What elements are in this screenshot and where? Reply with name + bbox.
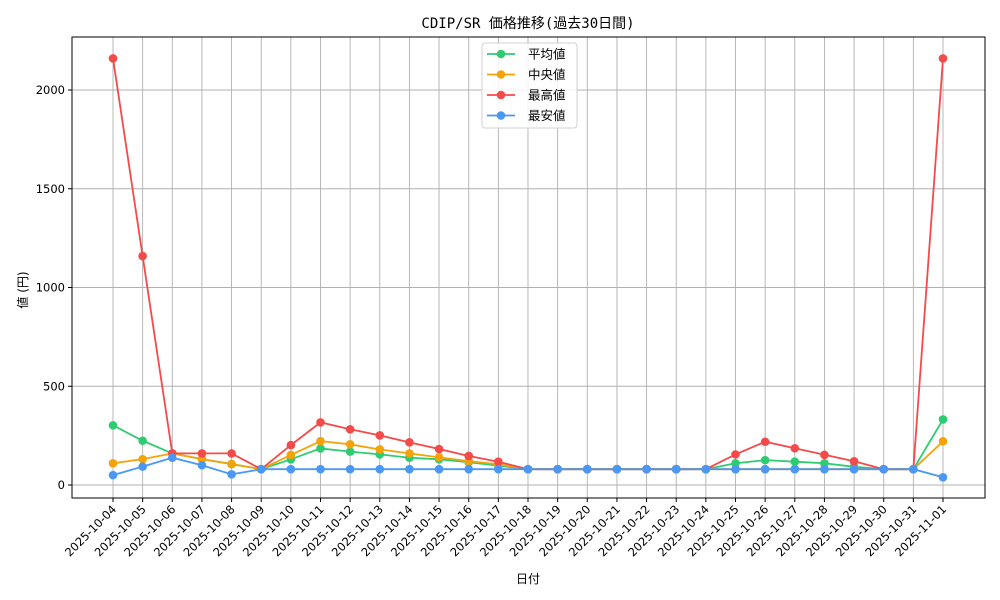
data-point (316, 436, 325, 446)
x-axis-label: 日付 (516, 572, 540, 586)
y-tick-label: 1500 (36, 182, 65, 196)
y-tick-label: 0 (58, 478, 65, 492)
data-point (197, 449, 207, 458)
data-point (671, 464, 681, 474)
data-point (582, 464, 592, 474)
y-tick-label: 500 (43, 379, 65, 393)
legend-label: 最高値 (528, 88, 566, 103)
data-point (849, 464, 859, 474)
legend-box (481, 42, 578, 129)
data-point (612, 464, 622, 474)
x-axis-ticks: 2025-10-042025-10-052025-10-062025-10-07… (62, 498, 949, 559)
y-tick-label: 2000 (36, 83, 65, 97)
data-point (345, 425, 355, 434)
data-point (405, 464, 414, 474)
data-point (642, 464, 651, 474)
chart-title: CDIP/SR 価格推移(過去30日間) (421, 16, 634, 32)
data-point (820, 458, 829, 468)
data-point (849, 457, 859, 466)
data-point (345, 440, 355, 449)
data-point (316, 464, 325, 474)
data-point (227, 470, 236, 479)
legend-label: 最安値 (528, 108, 566, 123)
data-point (938, 472, 948, 482)
y-tick-label: 1000 (36, 281, 65, 295)
data-point (138, 462, 147, 471)
data-point (820, 464, 829, 474)
data-point (464, 464, 474, 474)
data-point (138, 436, 147, 446)
legend-item: 最高値 (487, 88, 566, 103)
data-point (760, 464, 770, 474)
y-axis-label: 値 (円) (15, 271, 30, 308)
data-point (108, 421, 118, 430)
series-line (108, 453, 948, 482)
data-point (434, 444, 444, 454)
data-point (820, 450, 829, 460)
data-point (405, 438, 414, 447)
data-point (286, 440, 296, 450)
data-point (375, 445, 385, 454)
data-point (405, 449, 414, 458)
data-point (345, 447, 355, 456)
data-point (286, 464, 296, 474)
legend-label: 平均値 (528, 47, 566, 62)
data-point (108, 54, 118, 63)
data-point (286, 450, 296, 460)
data-point (434, 453, 444, 462)
y-axis-ticks: 0 500 1000 1500 2000 (36, 83, 72, 492)
data-point (108, 458, 118, 468)
data-point (790, 464, 800, 474)
data-point (731, 458, 740, 468)
data-point (138, 454, 147, 464)
data-point (701, 464, 711, 474)
data-point (790, 457, 800, 466)
data-point (138, 251, 147, 261)
data-point (494, 464, 503, 474)
data-point (790, 443, 800, 453)
legend-item: 平均値 (487, 47, 566, 62)
data-point (553, 464, 562, 474)
data-point (731, 464, 740, 474)
data-point (731, 450, 740, 459)
legend-item: 最安値 (487, 108, 566, 123)
series-lines (108, 54, 948, 482)
data-point (760, 437, 770, 447)
data-point (464, 451, 474, 461)
data-point (167, 453, 177, 463)
data-point (316, 418, 325, 427)
data-point (938, 437, 948, 446)
data-point (938, 415, 948, 424)
data-point (760, 455, 770, 465)
data-point (108, 470, 118, 480)
data-point (227, 459, 236, 469)
data-point (879, 464, 889, 474)
data-point (434, 464, 444, 474)
legend-label: 中央値 (528, 67, 566, 82)
data-point (345, 464, 355, 474)
grid-lines (72, 37, 985, 498)
legend-item: 中央値 (487, 67, 566, 82)
data-point (523, 464, 533, 474)
data-point (227, 449, 236, 458)
data-point (197, 460, 207, 470)
data-point (316, 444, 325, 453)
data-point (375, 431, 385, 440)
data-point (909, 464, 918, 474)
data-point (938, 54, 948, 63)
data-point (375, 464, 385, 474)
data-point (494, 457, 503, 466)
data-point (256, 464, 266, 474)
